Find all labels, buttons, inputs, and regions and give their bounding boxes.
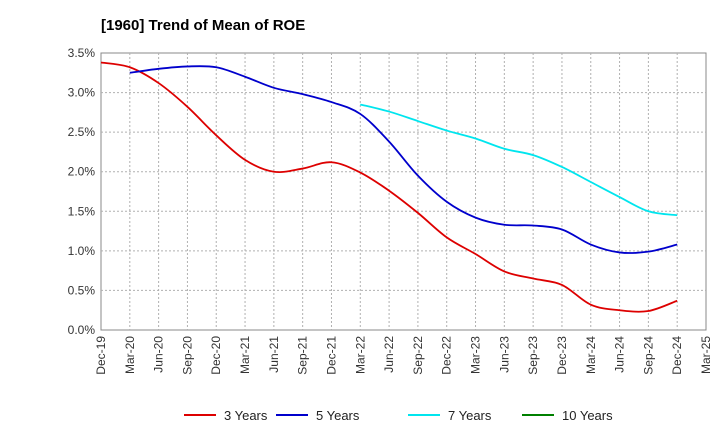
x-tick-label: Jun-23 [497,336,511,373]
x-tick-label: Mar-21 [238,336,252,374]
x-tick-label: Sep-23 [526,336,540,375]
chart-title: [1960] Trend of Mean of ROE [101,17,305,34]
y-axis-ticks: 0.0% 0.5% 1.0% 1.5% 2.0% 2.5% 3.0% 3.5% [68,46,96,337]
plot-area [100,52,707,331]
x-tick-label: Sep-20 [180,336,194,375]
series-line-3-years [100,61,678,313]
x-tick-label: Sep-24 [641,336,655,375]
x-tick-label: Jun-24 [613,336,627,373]
series-line-5-years [129,65,678,254]
y-tick-label: 0.5% [68,283,96,297]
x-tick-label: Mar-24 [584,336,598,374]
x-tick-label: Jun-20 [152,336,166,373]
x-axis-ticks: Dec-19 Mar-20 Jun-20 Sep-20 Dec-20 Mar-21 Jun-… [94,336,713,375]
x-tick-label: Dec-21 [324,336,338,375]
x-tick-label: Mar-22 [353,336,367,374]
series-lines [100,61,678,313]
grid-lines [101,53,706,330]
y-tick-label: 1.5% [68,204,96,218]
y-tick-label: 1.0% [68,244,96,258]
x-tick-label: Jun-22 [382,336,396,373]
x-tick-label: Jun-21 [267,336,281,373]
y-tick-label: 0.0% [68,323,96,337]
y-tick-label: 3.5% [68,46,96,60]
x-tick-label: Mar-25 [699,336,713,374]
legend-label-3-years: 3 Years [224,408,268,423]
x-tick-label: Dec-23 [555,336,569,375]
y-tick-label: 2.5% [68,125,96,139]
y-tick-label: 2.0% [68,165,96,179]
legend: 3 Years 5 Years 7 Years 10 Years [184,408,613,423]
x-tick-label: Dec-22 [440,336,454,375]
y-tick-label: 3.0% [68,86,96,100]
legend-label-7-years: 7 Years [448,408,492,423]
legend-label-10-years: 10 Years [562,408,613,423]
x-tick-label: Dec-19 [94,336,108,375]
x-tick-label: Dec-20 [209,336,223,375]
legend-label-5-years: 5 Years [316,408,360,423]
x-tick-label: Mar-23 [469,336,483,374]
x-tick-label: Dec-24 [670,336,684,375]
x-tick-label: Sep-21 [296,336,310,375]
series-line-7-years [360,103,678,217]
x-tick-label: Sep-22 [411,336,425,375]
x-tick-label: Mar-20 [123,336,137,374]
